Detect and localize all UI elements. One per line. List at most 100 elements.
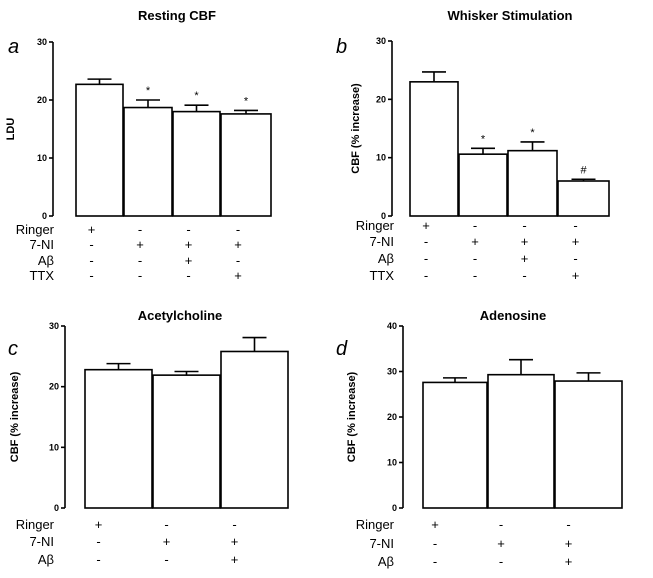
condition-mark: - bbox=[573, 251, 577, 266]
panel-letter: d bbox=[336, 338, 348, 360]
condition-mark: - bbox=[473, 251, 477, 266]
chart-panel-b: b Whisker Stimulation 0 10 20 30 CBF (% increa… bbox=[336, 8, 610, 283]
condition-mark: - bbox=[89, 253, 93, 268]
condition-mark: - bbox=[424, 268, 428, 283]
condition-label: Ringer bbox=[16, 222, 55, 237]
condition-label: Aβ bbox=[38, 253, 54, 268]
condition-mark: - bbox=[499, 517, 503, 532]
y-tick-label: 20 bbox=[387, 412, 397, 422]
condition-mark: - bbox=[186, 268, 190, 283]
bar bbox=[487, 373, 555, 509]
significance-mark: * bbox=[530, 127, 535, 139]
condition-mark: - bbox=[89, 268, 93, 283]
condition-mark: + bbox=[521, 234, 529, 249]
condition-mark: + bbox=[234, 237, 242, 252]
bar bbox=[172, 110, 221, 217]
bar bbox=[123, 106, 173, 217]
condition-mark: + bbox=[497, 536, 505, 551]
condition-mark: - bbox=[424, 234, 428, 249]
condition-mark: + bbox=[572, 268, 580, 283]
condition-mark: - bbox=[433, 536, 437, 551]
condition-mark: - bbox=[96, 552, 100, 567]
bar bbox=[557, 180, 610, 217]
bar bbox=[152, 374, 221, 509]
condition-mark: - bbox=[138, 222, 142, 237]
condition-label: Ringer bbox=[16, 517, 55, 532]
condition-mark: + bbox=[572, 234, 580, 249]
condition-mark: + bbox=[431, 517, 439, 532]
condition-label: 7-NI bbox=[29, 534, 54, 549]
y-tick-label: 20 bbox=[37, 95, 47, 105]
y-tick-label: 30 bbox=[37, 37, 47, 47]
y-tick-label: 10 bbox=[376, 153, 386, 163]
condition-mark: + bbox=[136, 237, 144, 252]
y-tick-label: 20 bbox=[49, 382, 59, 392]
condition-label: 7-NI bbox=[369, 234, 394, 249]
y-axis-label: CBF (% increase) bbox=[346, 371, 358, 462]
condition-label: Ringer bbox=[356, 218, 395, 233]
y-tick-label: 0 bbox=[54, 503, 59, 513]
condition-mark: - bbox=[186, 222, 190, 237]
condition-mark: - bbox=[89, 237, 93, 252]
condition-mark: + bbox=[234, 268, 242, 283]
bar bbox=[220, 350, 289, 509]
condition-mark: + bbox=[565, 554, 573, 569]
y-tick-label: 30 bbox=[387, 367, 397, 377]
y-tick-label: 10 bbox=[387, 458, 397, 468]
condition-label: 7-NI bbox=[369, 536, 394, 551]
y-tick-label: 0 bbox=[381, 211, 386, 221]
y-tick-label: 0 bbox=[42, 211, 47, 221]
condition-mark: + bbox=[231, 552, 239, 567]
chart-title: Adenosine bbox=[480, 308, 546, 323]
condition-mark: + bbox=[422, 218, 430, 233]
condition-label: Aβ bbox=[38, 552, 54, 567]
condition-mark: - bbox=[499, 554, 503, 569]
bar bbox=[458, 153, 508, 217]
condition-mark: + bbox=[185, 253, 193, 268]
chart-panel-d: d Adenosine 0 10 20 30 40 CBF (% increase) Ringe… bbox=[336, 308, 623, 569]
condition-mark: - bbox=[164, 552, 168, 567]
condition-mark: + bbox=[95, 517, 103, 532]
condition-mark: + bbox=[88, 222, 96, 237]
bar bbox=[84, 368, 153, 509]
y-tick-label: 30 bbox=[49, 321, 59, 331]
condition-mark: + bbox=[565, 536, 573, 551]
condition-label: 7-NI bbox=[29, 237, 54, 252]
y-tick-label: 20 bbox=[376, 94, 386, 104]
condition-mark: - bbox=[236, 253, 240, 268]
condition-mark: - bbox=[433, 554, 437, 569]
chart-title: Acetylcholine bbox=[138, 308, 223, 323]
condition-mark: - bbox=[573, 218, 577, 233]
y-axis-label: LDU bbox=[5, 118, 17, 141]
condition-mark: + bbox=[521, 251, 529, 266]
bar bbox=[220, 113, 272, 217]
condition-mark: - bbox=[473, 268, 477, 283]
y-axis-label: CBF (% increase) bbox=[350, 83, 362, 174]
y-axis-label: CBF (% increase) bbox=[9, 371, 21, 462]
condition-mark: + bbox=[185, 237, 193, 252]
y-tick-label: 0 bbox=[392, 503, 397, 513]
condition-mark: - bbox=[473, 218, 477, 233]
condition-label: Aβ bbox=[378, 251, 394, 266]
condition-mark: - bbox=[566, 517, 570, 532]
significance-mark: * bbox=[194, 90, 199, 102]
condition-mark: + bbox=[471, 234, 479, 249]
condition-mark: - bbox=[522, 268, 526, 283]
chart-panel-c: c Acetylcholine 0 10 20 30 CBF (% increase) Rin… bbox=[8, 308, 289, 567]
condition-label: Ringer bbox=[356, 517, 395, 532]
bar bbox=[422, 381, 488, 509]
condition-mark: - bbox=[522, 218, 526, 233]
significance-mark: * bbox=[146, 85, 151, 97]
condition-mark: - bbox=[138, 253, 142, 268]
panel-letter: b bbox=[336, 36, 347, 58]
condition-mark: - bbox=[96, 534, 100, 549]
y-tick-label: 40 bbox=[387, 321, 397, 331]
chart-title: Whisker Stimulation bbox=[448, 8, 573, 23]
condition-mark: - bbox=[232, 517, 236, 532]
y-tick-label: 10 bbox=[37, 153, 47, 163]
significance-mark: * bbox=[481, 133, 486, 145]
panel-letter: a bbox=[8, 36, 19, 58]
bar bbox=[554, 380, 623, 509]
